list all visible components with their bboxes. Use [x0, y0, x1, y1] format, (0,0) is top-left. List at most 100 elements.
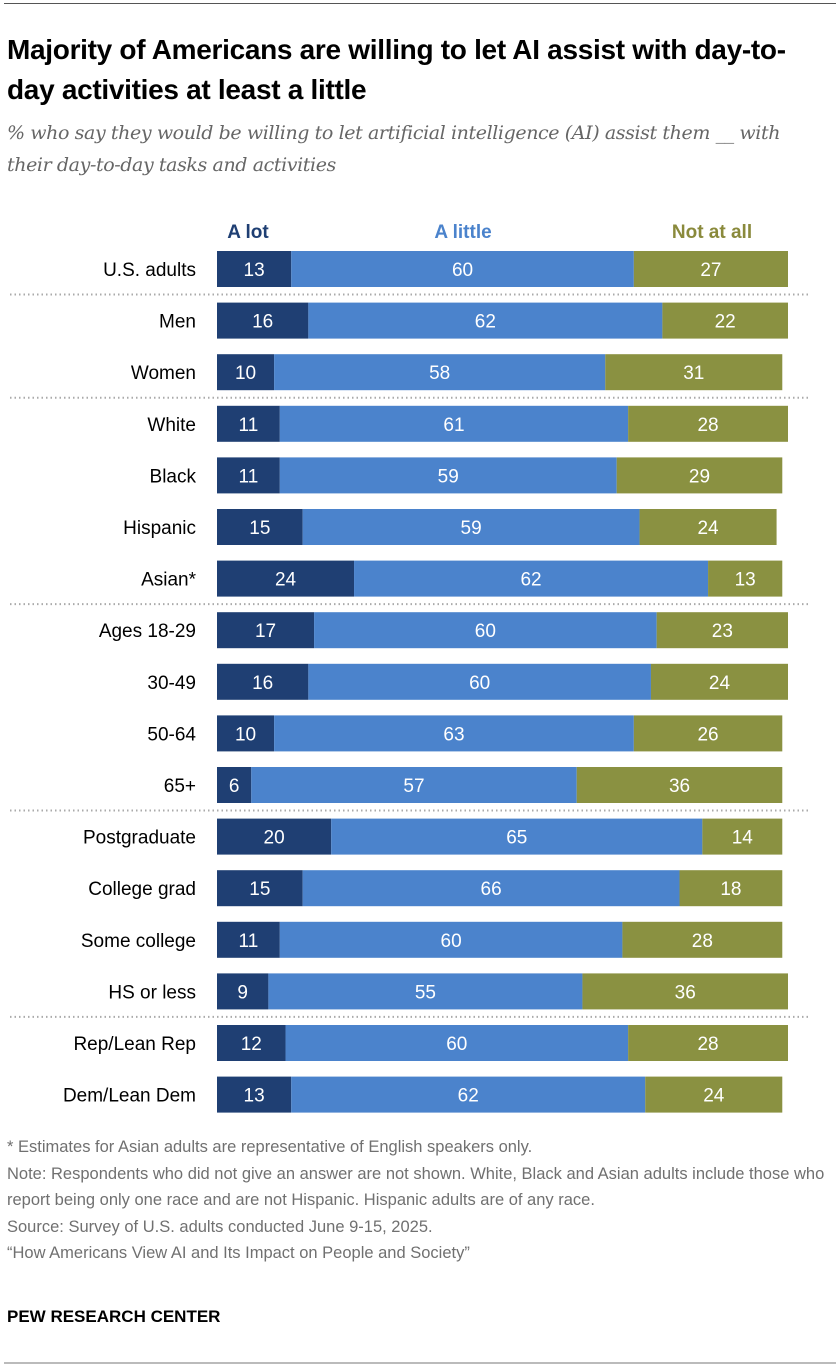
bar-segment-a-lot — [217, 870, 303, 907]
category-label: White — [147, 415, 196, 436]
data-label: 29 — [689, 466, 710, 487]
data-label: 36 — [675, 982, 696, 1003]
data-label: 24 — [275, 570, 297, 591]
category-label: Rep/Lean Rep — [73, 1034, 196, 1055]
bar-segment-not-at-all — [628, 405, 788, 442]
bar-segment-not-at-all — [633, 715, 783, 752]
data-label: 62 — [475, 312, 496, 333]
legend-not-at-all: Not at all — [672, 222, 752, 243]
bar-segment-a-little — [279, 921, 623, 958]
bar-segment-a-little — [274, 354, 606, 391]
bar-segment-a-lot — [217, 251, 292, 287]
bar-segment-a-little — [302, 509, 640, 545]
bar-segment-a-lot — [217, 1025, 286, 1061]
bar-segment-not-at-all — [616, 457, 783, 494]
category-label: Dem/Lean Dem — [63, 1086, 196, 1107]
data-label: 28 — [697, 1034, 718, 1055]
data-label: 18 — [720, 879, 741, 900]
data-label: 10 — [235, 363, 256, 384]
data-label: 11 — [239, 466, 259, 487]
bar-segment-a-little — [308, 663, 651, 700]
data-label: 57 — [403, 776, 424, 797]
category-label: Ages 18-29 — [99, 621, 196, 642]
bar-segment-a-lot — [217, 560, 355, 597]
data-label: 58 — [429, 363, 450, 384]
bar-segment-not-at-all — [628, 1025, 788, 1061]
bar-segment-a-lot — [217, 612, 315, 649]
bar-segment-a-lot — [217, 767, 252, 803]
bar-segment-a-lot — [217, 509, 303, 545]
bar-segment-not-at-all — [650, 663, 788, 700]
bar-segment-not-at-all — [702, 818, 783, 855]
bar-segment-a-little — [268, 973, 583, 1010]
bar-segment-a-lot — [217, 663, 309, 700]
category-label: Black — [150, 466, 197, 487]
bar-segment-not-at-all — [656, 612, 788, 649]
bar-segment-not-at-all — [576, 767, 783, 803]
data-label: 22 — [715, 312, 736, 333]
data-label: 24 — [697, 518, 719, 539]
bar-segment-a-little — [314, 612, 657, 649]
bar-segment-a-lot — [217, 1076, 292, 1113]
footnotes: * Estimates for Asian adults are represe… — [7, 1134, 827, 1267]
data-label: 62 — [458, 1086, 479, 1107]
data-label: 15 — [249, 879, 270, 900]
category-label: Men — [159, 312, 196, 333]
bar-segment-not-at-all — [639, 509, 777, 545]
bar-segment-a-little — [302, 870, 680, 907]
bar-segment-not-at-all — [582, 973, 788, 1010]
data-label: 20 — [264, 828, 285, 849]
bar-segment-a-little — [279, 405, 629, 442]
data-label: 61 — [443, 415, 464, 436]
data-label: 60 — [441, 931, 462, 952]
bar-segment-not-at-all — [622, 921, 783, 958]
footnote-asian: * Estimates for Asian adults are represe… — [7, 1138, 533, 1156]
category-label: 65+ — [164, 776, 196, 797]
footnote-report-title: “How Americans View AI and Its Impact on… — [7, 1244, 470, 1262]
category-label: Women — [131, 363, 196, 384]
category-label: HS or less — [108, 982, 196, 1003]
data-label: 14 — [732, 828, 754, 849]
data-label: 16 — [252, 673, 273, 694]
data-label: 55 — [415, 982, 436, 1003]
bar-segment-not-at-all — [605, 354, 783, 391]
bar-segment-a-little — [291, 1076, 646, 1113]
category-label: College grad — [88, 879, 196, 900]
legend-a-little: A little — [434, 222, 491, 243]
bar-segment-a-little — [279, 457, 617, 494]
bar-segment-not-at-all — [679, 870, 783, 907]
data-label: 60 — [475, 621, 496, 642]
footnote-note: Note: Respondents who did not give an an… — [7, 1164, 825, 1210]
data-label: 59 — [461, 518, 482, 539]
category-label: 30-49 — [147, 673, 196, 694]
bar-segment-not-at-all — [662, 302, 788, 339]
data-label: 36 — [669, 776, 690, 797]
category-label: 50-64 — [147, 724, 196, 745]
data-label: 11 — [239, 415, 259, 436]
bar-segment-a-lot — [217, 715, 275, 752]
footnote-source: Source: Survey of U.S. adults conducted … — [7, 1217, 433, 1236]
data-label: 10 — [235, 724, 256, 745]
data-label: 24 — [703, 1086, 725, 1107]
category-label: Postgraduate — [83, 828, 196, 849]
category-label: U.S. adults — [103, 260, 196, 281]
data-label: 63 — [443, 724, 464, 745]
data-label: 59 — [438, 466, 459, 487]
data-label: 65 — [506, 828, 527, 849]
bar-segment-a-little — [291, 251, 634, 287]
bar-segment-a-little — [354, 560, 709, 597]
pew-logo-text: PEW RESEARCH CENTER — [7, 1307, 221, 1326]
bar-segment-a-lot — [217, 354, 275, 391]
data-label: 16 — [252, 312, 273, 333]
data-label: 60 — [446, 1034, 467, 1055]
data-label: 24 — [709, 673, 731, 694]
data-label: 28 — [692, 931, 713, 952]
data-label: 23 — [712, 621, 733, 642]
data-label: 13 — [244, 1086, 265, 1107]
data-label: 66 — [481, 879, 502, 900]
bar-segment-a-little — [274, 715, 634, 752]
stacked-bar-chart: A lot A little Not at all U.S. adults 13 60 27… — [10, 222, 810, 1113]
data-label: 11 — [239, 931, 259, 952]
data-label: 17 — [255, 621, 276, 642]
bar-segment-a-lot — [217, 818, 332, 855]
